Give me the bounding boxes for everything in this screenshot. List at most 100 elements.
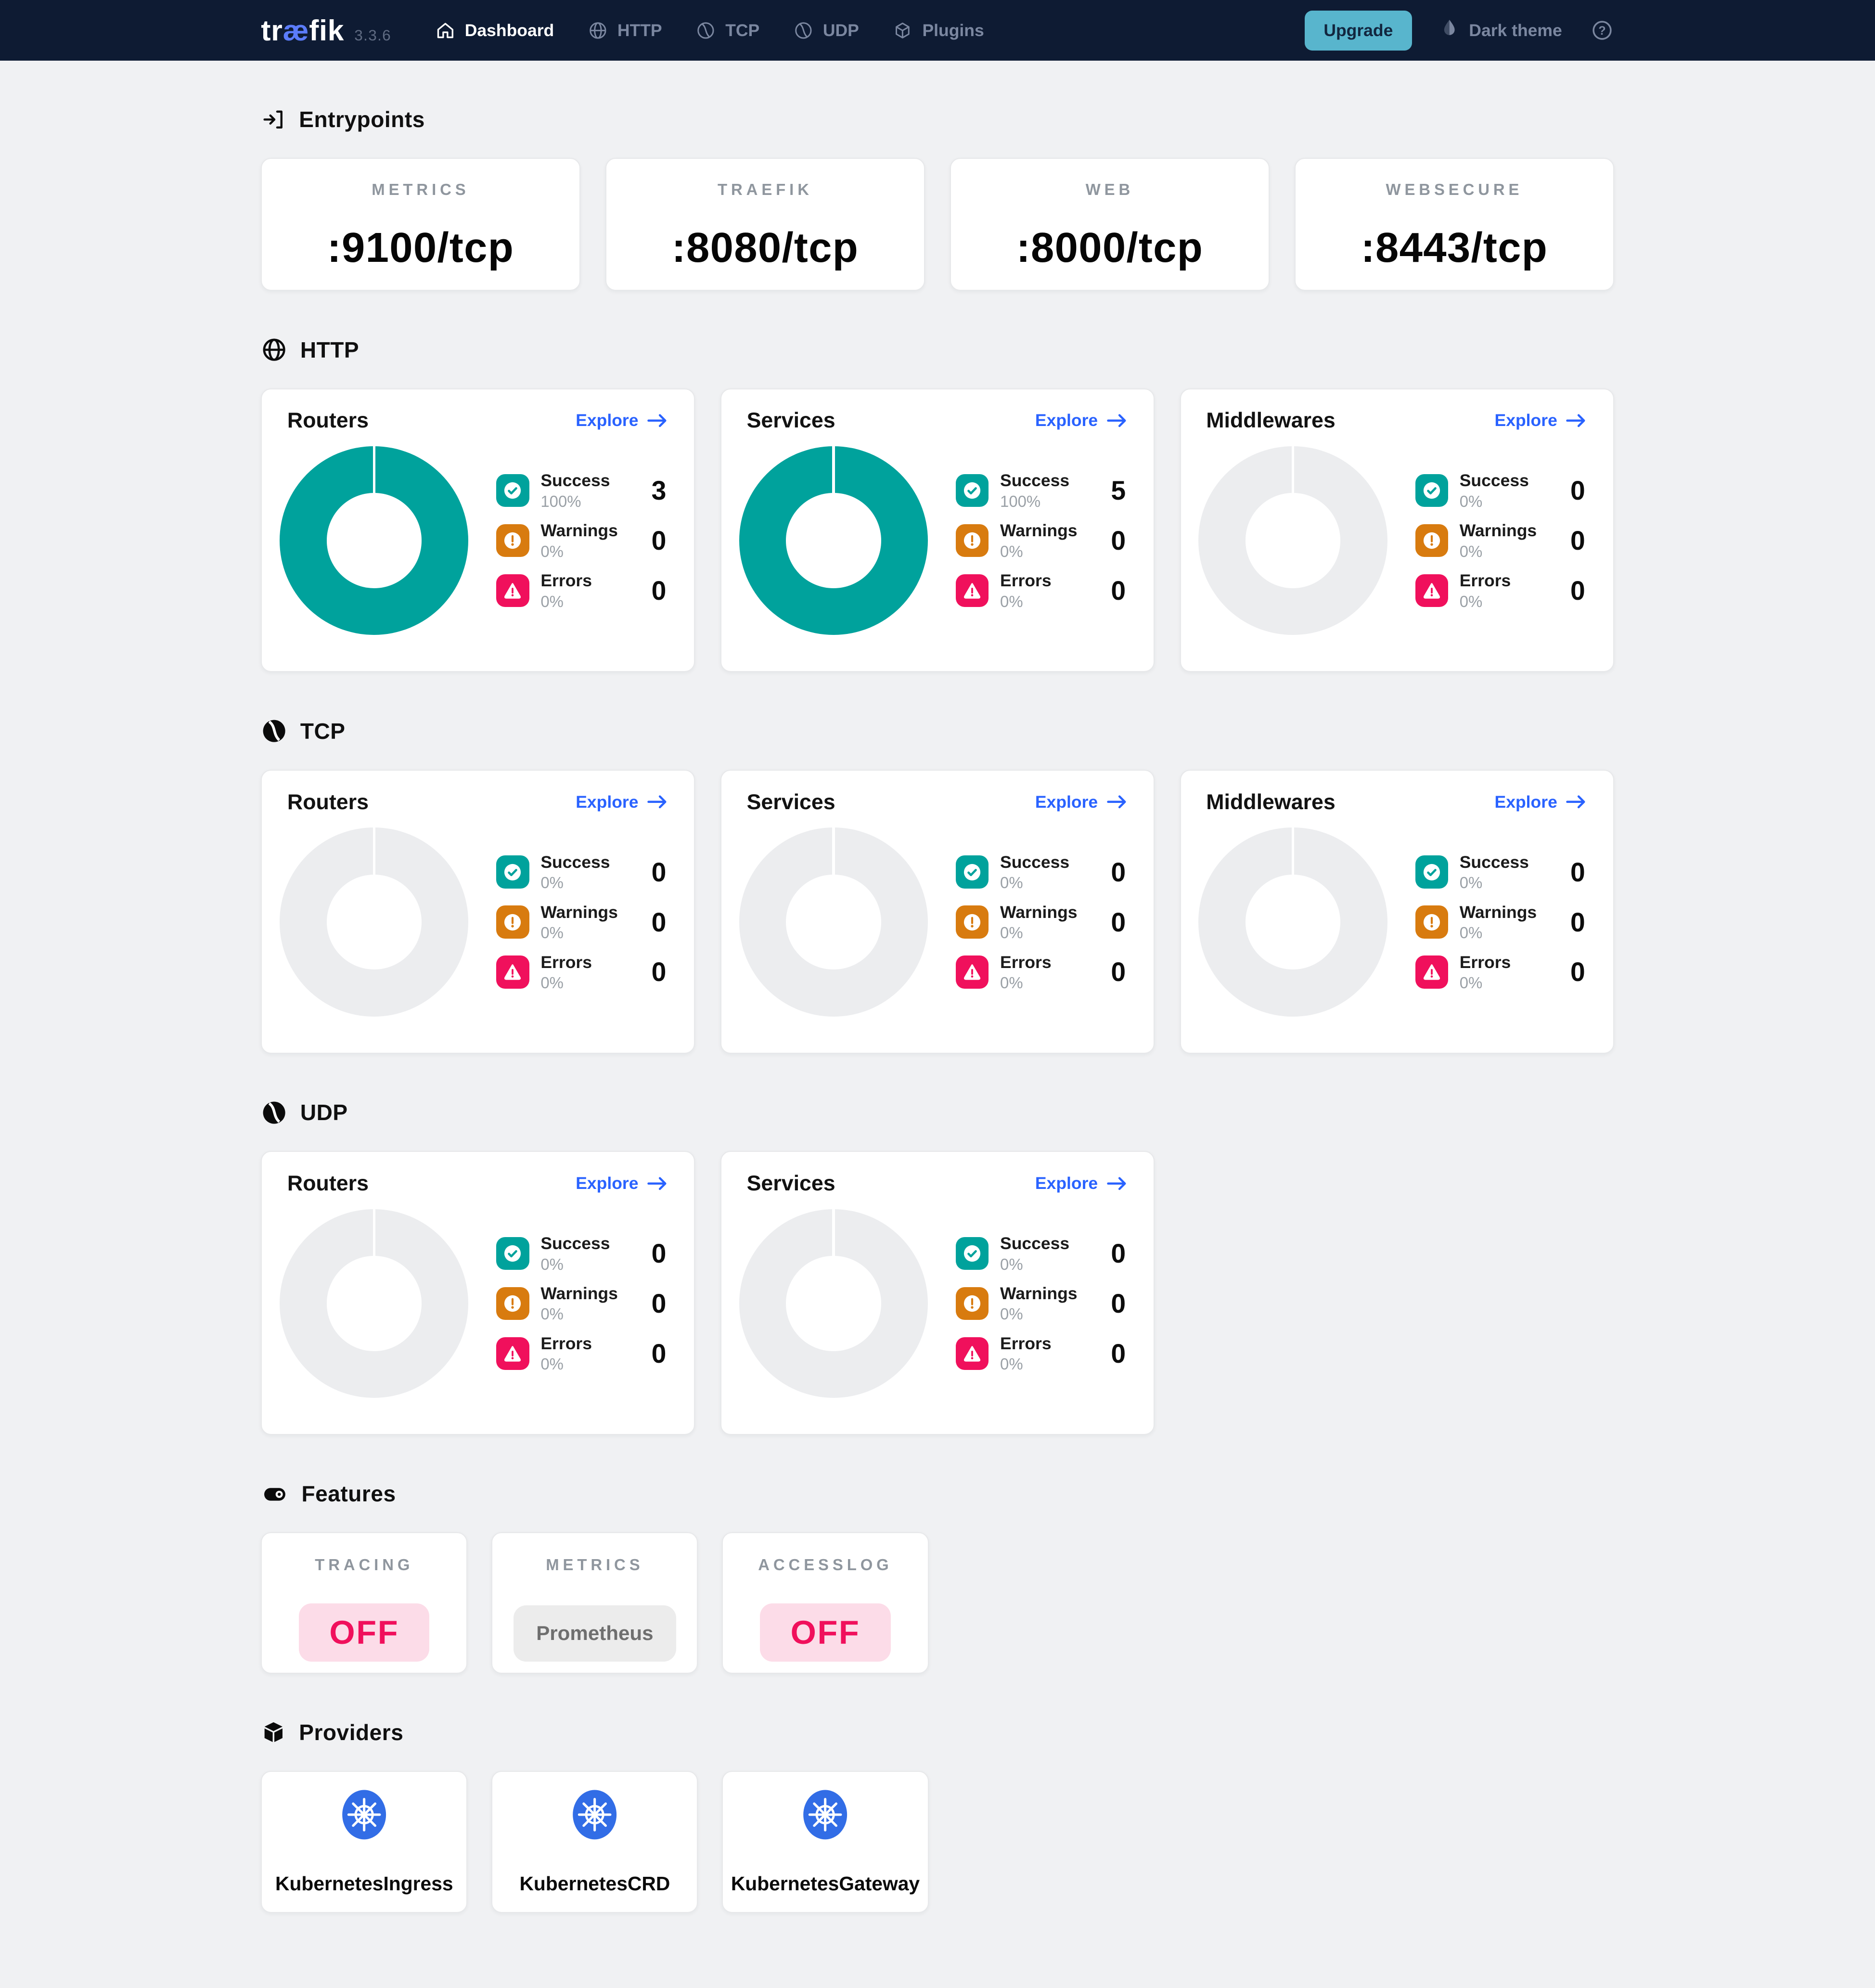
- donut-chart: [280, 446, 469, 635]
- provider-name: KubernetesCRD: [519, 1872, 670, 1895]
- nav-item-dashboard[interactable]: Dashboard: [435, 20, 554, 41]
- success-icon: [955, 474, 989, 507]
- section-udp: UDP Routers Explore Success 0%: [261, 1099, 1614, 1435]
- section-providers: Providers KubernetesIngress KubernetesCR…: [261, 1719, 1614, 1913]
- nav-item-tcp[interactable]: TCP: [695, 20, 759, 41]
- provider-card-kubernetesgateway: KubernetesGateway: [722, 1770, 929, 1913]
- section-tcp: TCP Routers Explore Success 0%: [261, 718, 1614, 1054]
- stat-value: 0: [1111, 1288, 1126, 1318]
- explore-label: Explore: [1494, 792, 1557, 812]
- stat-label: Warnings: [1459, 521, 1537, 541]
- provider-name: KubernetesGateway: [731, 1872, 920, 1895]
- stat-percent: 0%: [540, 1255, 564, 1273]
- stat-percent: 0%: [1459, 592, 1483, 610]
- explore-link[interactable]: Explore: [1495, 411, 1588, 430]
- stat-value: 5: [1111, 476, 1126, 506]
- theme-toggle[interactable]: Dark theme: [1440, 17, 1562, 43]
- stat-success: Success 0% 0: [496, 852, 668, 893]
- stat-value: 0: [1111, 1238, 1126, 1268]
- success-icon: [955, 855, 989, 889]
- stat-label: Errors: [540, 1334, 592, 1354]
- panel-title: Middlewares: [1206, 789, 1336, 814]
- stat-errors: Errors 0% 0: [1415, 952, 1588, 993]
- contrast-droplet-icon: [1440, 17, 1459, 43]
- navbar-actions: Upgrade Dark theme ?: [1304, 10, 1614, 51]
- upgrade-button[interactable]: Upgrade: [1304, 10, 1412, 51]
- error-icon: [496, 1337, 529, 1370]
- error-icon: [955, 955, 989, 989]
- stat-success: Success 0% 0: [1415, 852, 1588, 893]
- entrypoint-label: WEB: [1085, 180, 1134, 198]
- explore-link[interactable]: Explore: [576, 411, 668, 430]
- stat-warnings: Warnings 0% 0: [496, 1283, 668, 1324]
- nav-item-label: UDP: [822, 20, 859, 40]
- stat-label: Warnings: [540, 521, 618, 541]
- kubernetes-icon: [569, 1787, 620, 1843]
- brand-logo[interactable]: træfik 3.3.6: [261, 13, 391, 47]
- stat-percent: 0%: [540, 542, 564, 560]
- explore-label: Explore: [1035, 411, 1098, 430]
- stat-percent: 0%: [1000, 1355, 1023, 1373]
- stat-warnings: Warnings 0% 0: [955, 1283, 1128, 1324]
- section-title: Providers: [299, 1720, 404, 1745]
- stat-percent: 0%: [540, 1355, 564, 1373]
- stat-warnings: Warnings 0% 0: [496, 520, 668, 561]
- nav-item-udp[interactable]: UDP: [793, 20, 859, 41]
- entrypoint-label: WEBSECURE: [1386, 180, 1523, 198]
- stat-percent: 0%: [1000, 974, 1023, 992]
- panel-title: Routers: [287, 789, 369, 814]
- explore-link[interactable]: Explore: [576, 1174, 668, 1193]
- nav-item-http[interactable]: HTTP: [587, 20, 662, 41]
- entrypoint-value: :8443/tcp: [1361, 224, 1548, 271]
- explore-link[interactable]: Explore: [1035, 411, 1128, 430]
- stat-success: Success 0% 0: [496, 1233, 668, 1274]
- donut-chart: [1198, 827, 1387, 1017]
- explore-link[interactable]: Explore: [1035, 1174, 1128, 1193]
- success-icon: [1415, 855, 1449, 889]
- explore-link[interactable]: Explore: [1495, 792, 1588, 812]
- feature-label: METRICS: [546, 1555, 644, 1574]
- stat-warnings: Warnings 0% 0: [955, 902, 1128, 943]
- feature-label: TRACING: [315, 1555, 414, 1574]
- nav-item-plugins[interactable]: Plugins: [892, 20, 984, 41]
- provider-card-kubernetescrd: KubernetesCRD: [491, 1770, 698, 1913]
- stat-percent: 100%: [1000, 492, 1041, 510]
- stat-percent: 0%: [540, 1305, 564, 1323]
- stat-percent: 0%: [1459, 542, 1483, 560]
- stat-success: Success 0% 0: [955, 852, 1128, 893]
- section-title: HTTP: [300, 337, 360, 362]
- stat-value: 0: [1570, 476, 1585, 506]
- tcp-section-icon: [261, 718, 287, 744]
- donut-chart: [739, 827, 928, 1017]
- stat-percent: 0%: [1000, 874, 1023, 892]
- explore-link[interactable]: Explore: [1035, 792, 1128, 812]
- stat-value: 0: [651, 526, 667, 556]
- stat-value: 3: [651, 476, 667, 506]
- stat-label: Warnings: [1000, 521, 1078, 541]
- panel-title: Routers: [287, 1171, 369, 1195]
- provider-name: KubernetesIngress: [275, 1872, 453, 1895]
- feature-label: ACCESSLOG: [758, 1555, 893, 1574]
- tcp-services-panel: Services Explore Success 0% 0: [720, 770, 1155, 1054]
- stat-warnings: Warnings 0% 0: [1415, 902, 1588, 943]
- stat-errors: Errors 0% 0: [955, 1333, 1128, 1374]
- stat-percent: 0%: [540, 924, 564, 942]
- donut-chart: [1198, 446, 1387, 635]
- explore-label: Explore: [576, 1173, 639, 1193]
- feature-status: Prometheus: [513, 1605, 676, 1662]
- error-icon: [1415, 574, 1449, 607]
- http-routers-panel: Routers Explore Success 100% 3: [261, 388, 695, 672]
- stat-value: 0: [651, 1288, 667, 1318]
- donut-chart: [280, 827, 469, 1017]
- error-icon: [496, 574, 529, 607]
- help-button[interactable]: ?: [1590, 18, 1614, 42]
- features-toggle-icon: [261, 1481, 289, 1507]
- explore-link[interactable]: Explore: [576, 792, 668, 812]
- stat-label: Warnings: [1000, 1284, 1078, 1304]
- arrow-right-icon: [647, 414, 667, 427]
- warning-icon: [496, 905, 529, 939]
- explore-label: Explore: [1035, 792, 1098, 812]
- stat-label: Errors: [1459, 571, 1511, 591]
- section-title: Entrypoints: [299, 107, 425, 132]
